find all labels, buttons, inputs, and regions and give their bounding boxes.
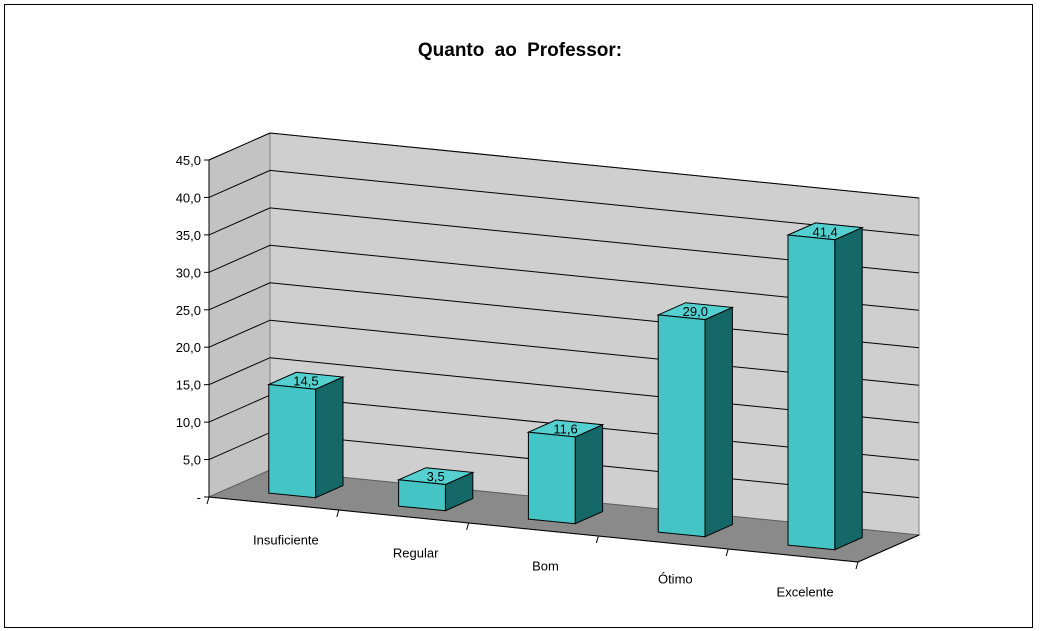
bar-side <box>315 376 344 499</box>
bar-front <box>268 383 317 499</box>
y-tick-label: 5,0 <box>183 453 201 468</box>
data-label: 3,5 <box>427 469 445 484</box>
x-tick <box>206 496 210 505</box>
x-tick-label: Ótimo <box>658 572 693 587</box>
gridline <box>208 244 920 311</box>
y-tick-label: - <box>197 490 201 505</box>
x-tick-label: Bom <box>532 559 559 574</box>
y-tick-label: 35,0 <box>176 228 201 243</box>
bar-ótimo: 29,0 <box>656 302 735 538</box>
bar-front <box>657 314 706 538</box>
y-tick-label: 45,0 <box>176 153 201 168</box>
gridline <box>208 169 920 236</box>
chart-title: Quanto ao Professor: <box>417 40 623 61</box>
gridline <box>208 207 920 274</box>
bar-front <box>527 431 576 525</box>
y-tick-label: 40,0 <box>176 190 201 205</box>
x-axis-line <box>208 496 859 563</box>
y-tick-label: 20,0 <box>176 340 201 355</box>
bar-excelente: 41,4 <box>786 222 865 551</box>
x-tick <box>336 509 340 518</box>
data-label: 41,4 <box>812 224 837 239</box>
bar-side <box>574 423 604 525</box>
x-tick <box>466 522 470 531</box>
data-label: 29,0 <box>683 304 708 319</box>
bar-front <box>787 234 836 551</box>
x-tick <box>725 548 729 557</box>
x-tick <box>855 561 859 570</box>
floor-edge-line <box>857 534 920 563</box>
x-tick-label: Excelente <box>777 585 834 600</box>
bar-insuficiente: 14,5 <box>266 371 345 499</box>
data-label: 11,6 <box>553 421 577 436</box>
data-label: 14,5 <box>293 374 318 389</box>
side-wall <box>208 132 271 498</box>
bar-regular: 3,5 <box>396 467 475 512</box>
y-tick-label: 10,0 <box>176 415 201 430</box>
x-tick-label: Insuficiente <box>253 533 319 548</box>
bar-side <box>834 226 863 551</box>
bar-bom: 11,6 <box>526 419 605 525</box>
gridline <box>208 132 920 199</box>
y-tick-label: 25,0 <box>176 303 201 318</box>
x-tick <box>595 535 599 544</box>
bar-front <box>398 479 446 512</box>
y-tick-label: 15,0 <box>176 378 201 393</box>
bar-side <box>704 306 733 538</box>
x-tick-label: Regular <box>393 546 439 561</box>
y-tick-label: 30,0 <box>176 265 201 280</box>
